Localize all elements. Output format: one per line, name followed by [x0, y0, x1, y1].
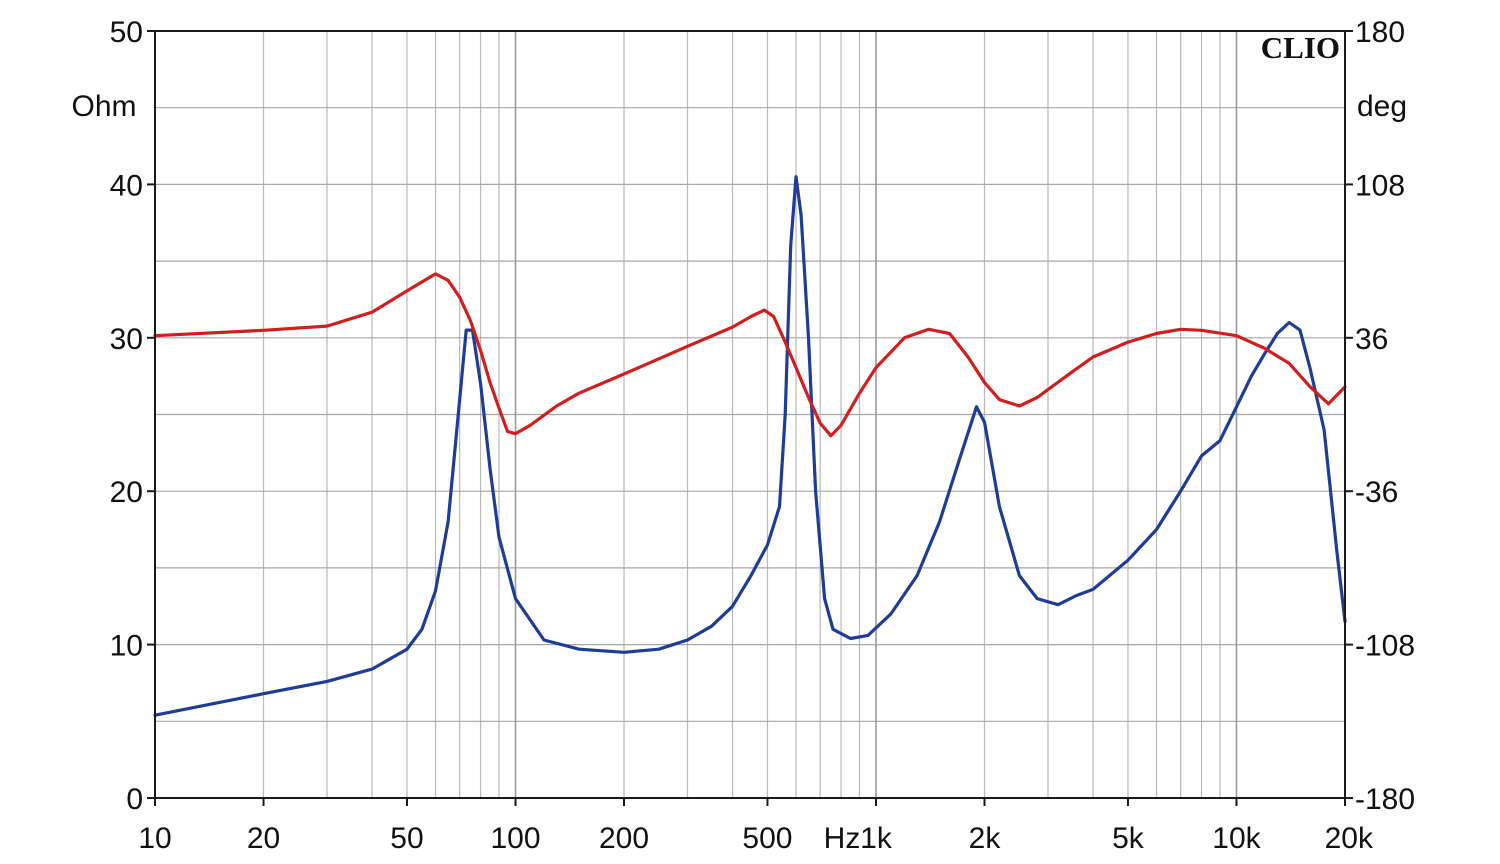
- x-tick-label: 100: [490, 822, 540, 855]
- left-tick-label: 30: [110, 323, 143, 356]
- right-tick-label: -36: [1355, 476, 1398, 509]
- right-axis-label: deg: [1357, 90, 1407, 123]
- x-tick-label: 5k: [1112, 822, 1145, 855]
- left-axis-ticks: 0 10 20 30 40 50: [110, 16, 155, 816]
- right-tick-label: 36: [1355, 323, 1388, 356]
- x-tick-label: 200: [599, 822, 649, 855]
- impedance-series-line: [155, 177, 1345, 716]
- left-tick-label: 20: [110, 476, 143, 509]
- grid-minor: [155, 31, 1345, 798]
- x-tick-label: 10: [138, 822, 171, 855]
- right-tick-label: 180: [1355, 16, 1405, 49]
- left-tick-label: 40: [110, 169, 143, 202]
- right-tick-label: 108: [1355, 169, 1405, 202]
- x-tick-label: 2k: [969, 822, 1002, 855]
- x-axis-ticks: 10 20 50 100 200 500 1k 2k 5k 10k 20k: [138, 798, 1374, 855]
- x-tick-label: 50: [390, 822, 423, 855]
- left-axis-label: Ohm: [71, 90, 136, 123]
- x-axis-unit-label: Hz: [824, 822, 861, 855]
- x-tick-label: 500: [742, 822, 792, 855]
- x-tick-label: 20: [247, 822, 280, 855]
- clio-brand-label: CLIO: [1261, 30, 1340, 65]
- phase-series-line: [155, 274, 1345, 436]
- left-tick-label: 0: [126, 783, 143, 816]
- right-tick-label: -180: [1355, 783, 1415, 816]
- x-tick-label: 20k: [1325, 822, 1374, 855]
- x-tick-label: 10k: [1212, 822, 1261, 855]
- right-axis-ticks: -180 -108 -36 36 108 180: [1345, 16, 1415, 816]
- x-tick-label: 1k: [860, 822, 893, 855]
- left-tick-label: 50: [110, 16, 143, 49]
- impedance-phase-chart: 01020304050 -180-108-3636108180 10 20 50 10…: [0, 0, 1500, 864]
- right-tick-label: -108: [1355, 630, 1415, 663]
- left-tick-label: 10: [110, 630, 143, 663]
- plot-lines: [155, 177, 1345, 716]
